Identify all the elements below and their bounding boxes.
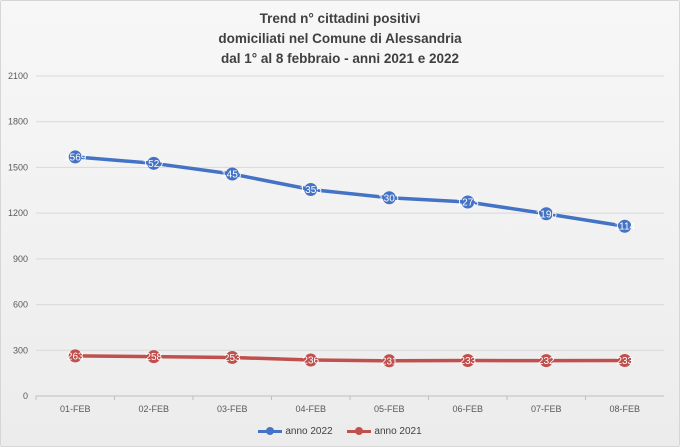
data-label-anno-2021: 236 bbox=[302, 356, 319, 367]
x-tick-label: 07-FEB bbox=[531, 404, 562, 414]
data-label-anno-2021: 253 bbox=[224, 353, 241, 364]
data-label-anno-2021: 233 bbox=[616, 356, 633, 367]
data-label-anno-2022: 1355 bbox=[300, 185, 323, 196]
legend-label-2022: anno 2022 bbox=[285, 426, 333, 437]
x-tick-label: 02-FEB bbox=[138, 404, 169, 414]
data-label-anno-2021: 233 bbox=[459, 356, 476, 367]
data-point-anno-2022 bbox=[68, 150, 82, 164]
data-label-anno-2021: 231 bbox=[381, 356, 398, 367]
y-tick-label: 1500 bbox=[8, 162, 28, 172]
data-point-anno-2021 bbox=[461, 353, 475, 367]
y-tick-label: 600 bbox=[13, 300, 28, 310]
gridlines bbox=[36, 75, 664, 397]
data-point-anno-2021 bbox=[618, 353, 632, 367]
data-label-anno-2022: 1457 bbox=[221, 169, 244, 180]
data-label-anno-2022: 1196 bbox=[535, 209, 557, 220]
chart-title-line-1: Trend n° cittadini positivi bbox=[259, 11, 421, 26]
y-axis-ticks: 0 300 600 900 1200 1500 1800 2100 bbox=[8, 71, 28, 401]
y-tick-label: 2100 bbox=[8, 71, 28, 81]
data-point-anno-2021 bbox=[68, 349, 82, 363]
series-line-anno-2021 bbox=[73, 354, 627, 363]
legend-item-2021: anno 2021 bbox=[347, 426, 422, 437]
chart-title-line-2: domiciliati nel Comune di Alessandria bbox=[218, 31, 462, 46]
data-point-anno-2022 bbox=[382, 191, 396, 205]
legend-item-2022: anno 2022 bbox=[258, 426, 333, 437]
y-tick-label: 0 bbox=[23, 391, 28, 401]
chart-title-line-3: dal 1° al 8 febbraio - anni 2021 e 2022 bbox=[220, 51, 459, 66]
legend-label-2021: anno 2021 bbox=[374, 426, 422, 437]
chart-title: Trend n° cittadini positivi domiciliati … bbox=[0, 9, 680, 69]
x-axis-ticks: 01-FEB 02-FEB 03-FEB 04-FEB 05-FEB 06-FEB 07-F… bbox=[35, 396, 640, 414]
data-label-anno-2022: 1569 bbox=[64, 152, 87, 163]
data-label-anno-2022: 1527 bbox=[143, 159, 166, 170]
x-tick-label: 01-FEB bbox=[60, 404, 91, 414]
x-tick-label: 08-FEB bbox=[609, 404, 640, 414]
legend-swatch-2022 bbox=[258, 427, 283, 435]
x-tick-label: 05-FEB bbox=[374, 404, 405, 414]
data-point-anno-2021 bbox=[304, 353, 318, 367]
y-tick-label: 1200 bbox=[8, 208, 28, 218]
data-point-anno-2022 bbox=[304, 183, 318, 197]
legend: anno 2022 anno 2021 bbox=[0, 425, 680, 437]
data-point-anno-2021 bbox=[225, 350, 239, 364]
data-point-anno-2022 bbox=[618, 219, 632, 233]
x-tick-label: 04-FEB bbox=[295, 404, 326, 414]
data-point-anno-2021 bbox=[539, 354, 553, 368]
data-point-anno-2022 bbox=[225, 167, 239, 181]
data-point-anno-2022 bbox=[539, 207, 553, 221]
data-label-anno-2021: 232 bbox=[538, 356, 555, 367]
data-point-anno-2021 bbox=[382, 354, 396, 368]
y-tick-label: 900 bbox=[13, 254, 28, 264]
data-point-anno-2022 bbox=[147, 156, 161, 170]
data-label-anno-2021: 258 bbox=[145, 352, 162, 363]
legend-swatch-2021 bbox=[347, 427, 372, 435]
x-tick-label: 06-FEB bbox=[452, 404, 483, 414]
data-point-anno-2021 bbox=[147, 350, 161, 364]
series-line-anno-2022 bbox=[73, 155, 627, 228]
data-label-anno-2021: 263 bbox=[67, 351, 84, 362]
data-label-anno-2022: 1301 bbox=[378, 193, 401, 204]
y-tick-label: 1800 bbox=[8, 117, 28, 127]
data-label-anno-2022: 1273 bbox=[457, 198, 480, 209]
x-tick-label: 03-FEB bbox=[217, 404, 248, 414]
data-point-anno-2022 bbox=[461, 195, 475, 209]
data-label-anno-2022: 1114 bbox=[614, 222, 635, 233]
series-layer: 1569 1527 1457 1355 1301 1273 1196 1114 263 258 25… bbox=[64, 150, 636, 368]
y-tick-label: 300 bbox=[13, 345, 28, 355]
